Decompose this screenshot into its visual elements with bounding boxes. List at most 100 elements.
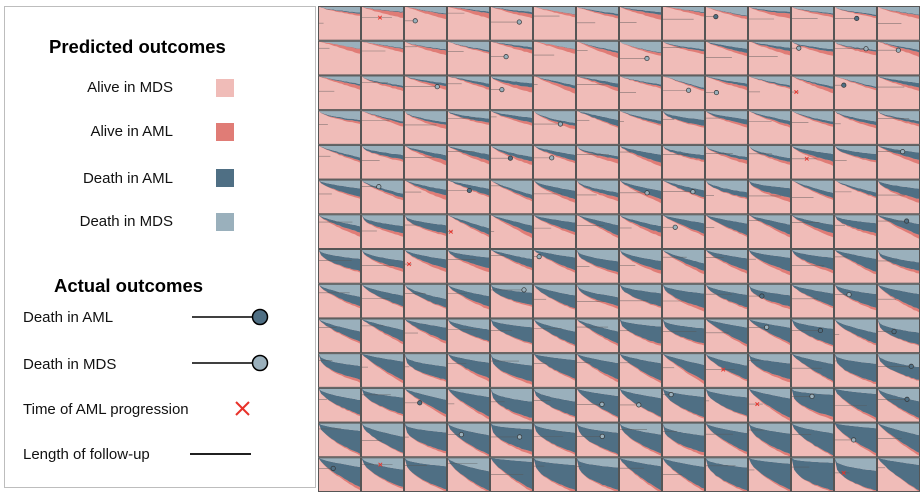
patient-panel: [791, 387, 834, 423]
aml-progression-marker: [804, 156, 809, 161]
death-mds-area: [447, 249, 489, 258]
death-aml-area: [791, 145, 833, 162]
death-aml-area: [748, 284, 790, 307]
death-aml-area: [619, 388, 661, 417]
death-aml-area: [662, 284, 704, 308]
death-mds-area: [318, 388, 360, 400]
death-aml-area: [318, 388, 360, 415]
death-aml-area: [533, 423, 575, 453]
death-mds-area: [877, 457, 919, 465]
panel-border: [748, 75, 791, 111]
panel-border: [834, 179, 877, 215]
death-aml-area: [576, 249, 618, 273]
death-mds-area: [361, 41, 403, 49]
alive-aml-area: [490, 423, 532, 455]
death-mds-area: [361, 318, 403, 330]
death-aml-area: [533, 457, 575, 490]
patient-panel: [533, 179, 576, 215]
alive-aml-area: [361, 41, 403, 53]
panel-border: [576, 144, 619, 180]
death-mds-area: [447, 41, 489, 51]
death-mds-area: [318, 318, 360, 332]
patient-panel: [361, 249, 404, 284]
alive-aml-area: [705, 180, 747, 200]
death-aml-area: [877, 41, 919, 53]
death-mds-area: [791, 423, 833, 434]
death-mds-marker: [644, 190, 650, 196]
legend-swatch-alive-aml: [216, 123, 234, 141]
panel-border: [533, 214, 576, 250]
death-mds-area: [318, 75, 360, 85]
patient-panel: [404, 318, 447, 354]
patient-panel: [447, 353, 490, 388]
panel-border: [748, 110, 791, 145]
alive-aml-area: [662, 41, 704, 55]
legend-panel: Predicted outcomes Alive in MDS Alive in…: [4, 6, 316, 488]
death-mds-marker: [686, 87, 692, 93]
alive-aml-area: [490, 214, 532, 238]
patient-panel: [318, 6, 361, 41]
panel-border: [404, 75, 447, 111]
death-mds-area: [361, 423, 403, 437]
panel-border: [748, 283, 791, 319]
death-mds-area: [576, 249, 618, 262]
death-mds-area: [447, 423, 489, 436]
panel-border: [404, 40, 447, 76]
death-mds-area: [533, 423, 575, 433]
death-mds-area: [705, 423, 747, 433]
death-mds-area: [447, 6, 489, 12]
panel-border: [619, 283, 662, 319]
alive-aml-area: [791, 215, 833, 238]
death-aml-area: [834, 6, 876, 17]
alive-aml-area: [404, 41, 446, 56]
death-mds-area: [791, 110, 833, 122]
death-mds-area: [576, 423, 618, 433]
death-mds-area: [490, 41, 532, 48]
alive-aml-area: [533, 318, 575, 347]
death-aml-area: [447, 110, 489, 123]
patient-panel: [533, 110, 576, 145]
patient-panel: [791, 353, 834, 388]
alive-aml-area: [791, 423, 833, 457]
patient-panel: [619, 353, 662, 388]
patient-panel: [834, 353, 877, 388]
alive-aml-area: [877, 145, 919, 165]
alive-aml-area: [834, 249, 876, 275]
death-aml-area: [619, 423, 661, 454]
patient-panel: [619, 110, 662, 145]
death-mds-area: [533, 6, 575, 15]
patient-panel: [404, 249, 447, 284]
death-aml-area: [576, 76, 618, 88]
death-aml-area: [619, 284, 661, 307]
panel-border: [705, 179, 748, 215]
panel-border: [791, 110, 834, 145]
death-aml-area: [533, 6, 575, 15]
death-aml-area: [662, 353, 704, 381]
panel-border: [705, 75, 748, 111]
death-mds-area: [619, 318, 661, 327]
death-aml-area: [791, 388, 833, 417]
death-aml-area: [877, 249, 919, 271]
death-aml-marker: [904, 218, 910, 224]
panel-border: [662, 249, 705, 284]
patient-panel: [576, 179, 619, 215]
alive-aml-area: [490, 319, 532, 345]
death-mds-area: [490, 6, 532, 13]
patient-panel: [361, 214, 404, 250]
patient-panel: [834, 318, 877, 354]
death-mds-area: [877, 423, 919, 436]
death-mds-area: [791, 318, 833, 329]
death-mds-area: [576, 457, 618, 468]
panel-border: [447, 283, 490, 319]
death-aml-area: [318, 180, 360, 197]
patient-panel: [791, 422, 834, 458]
panel-border: [361, 40, 404, 76]
alive-aml-area: [404, 353, 446, 382]
death-mds-marker: [863, 46, 869, 52]
alive-aml-area: [447, 41, 489, 54]
death-aml-area: [404, 249, 446, 269]
death-mds-area: [662, 457, 704, 467]
panel-border: [576, 179, 619, 215]
death-mds-area: [533, 318, 575, 332]
patient-panel: [490, 318, 533, 354]
